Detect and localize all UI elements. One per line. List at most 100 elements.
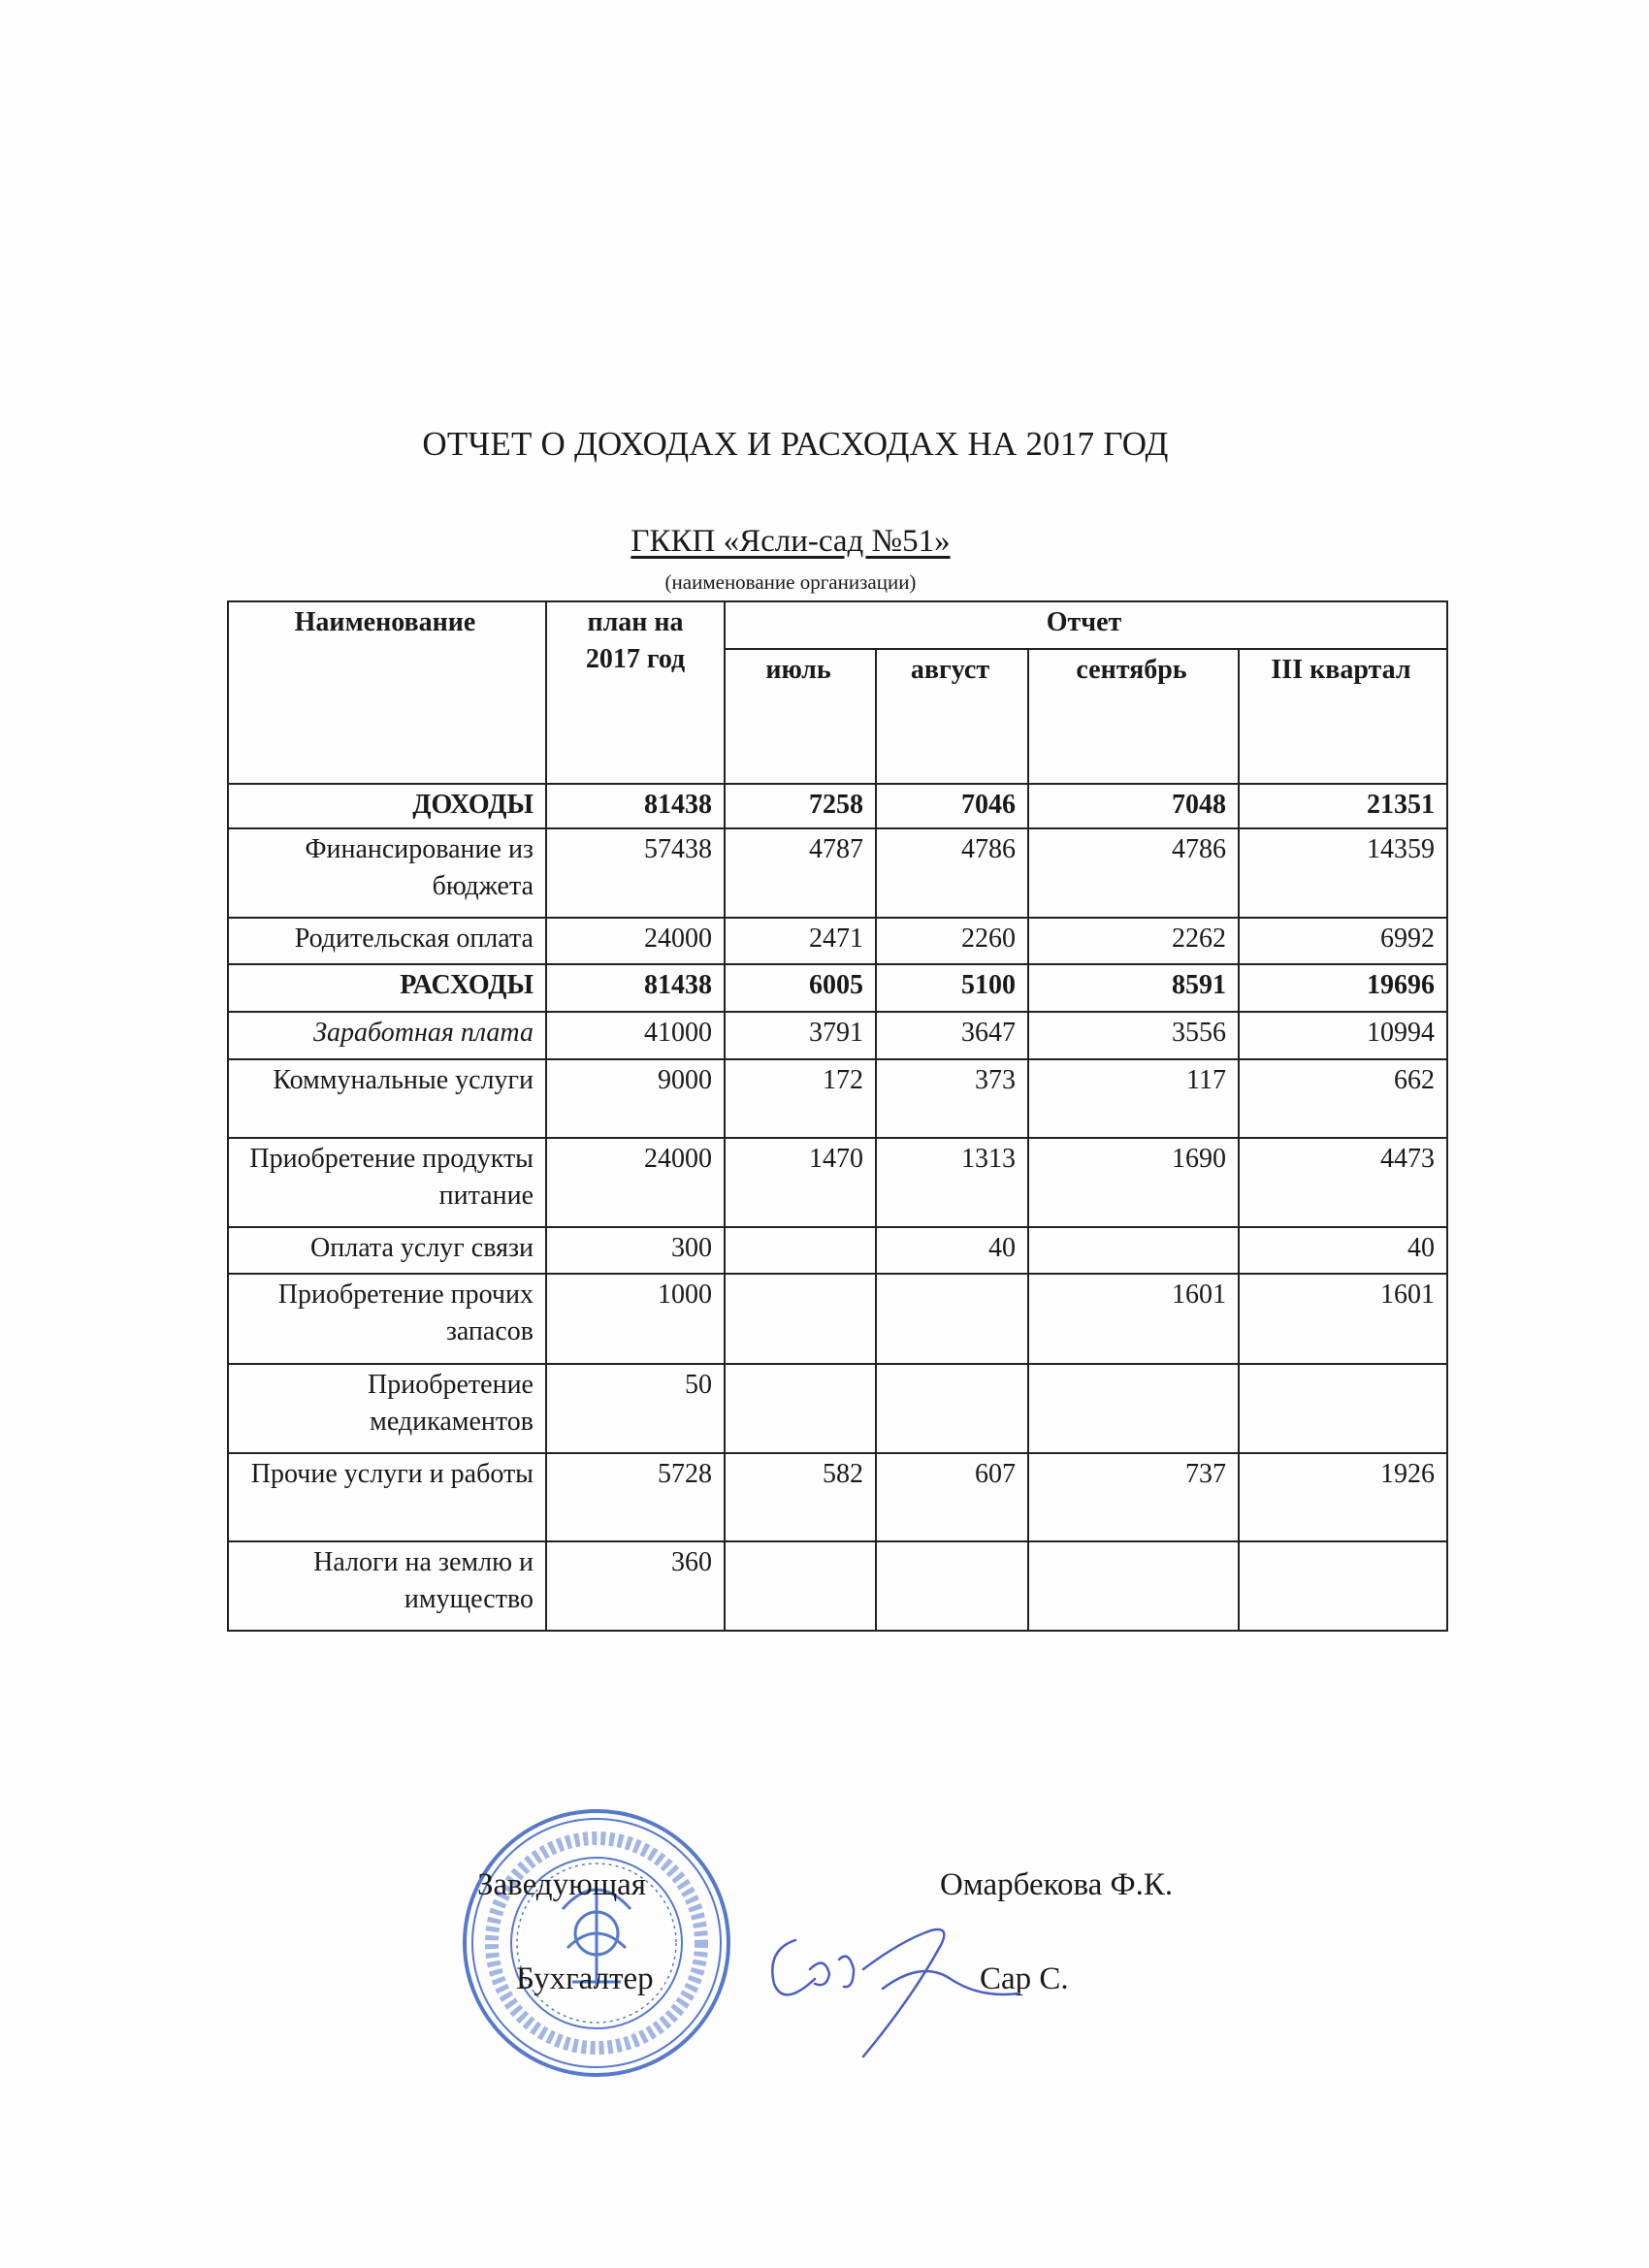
q3-value: 4473 bbox=[1237, 1137, 1449, 1228]
organization-caption: (наименование организации) bbox=[664, 570, 917, 594]
july-value: 3791 bbox=[724, 1011, 877, 1060]
plan-value: 50 bbox=[545, 1363, 726, 1454]
row-name: ДОХОДЫ bbox=[227, 783, 547, 829]
plan-value: 300 bbox=[545, 1226, 726, 1275]
table-row: ДОХОДЫ 81438 7258 7046 7048 21351 bbox=[227, 783, 1449, 829]
plan-value: 9000 bbox=[545, 1058, 726, 1139]
august-value: 1313 bbox=[875, 1137, 1029, 1228]
september-value: 1601 bbox=[1027, 1273, 1240, 1365]
q3-value: 662 bbox=[1237, 1058, 1449, 1139]
q3-value bbox=[1237, 1363, 1449, 1454]
september-value: 1690 bbox=[1027, 1137, 1240, 1228]
q3-value: 21351 bbox=[1237, 783, 1449, 829]
accountant-title: Бухгалтер bbox=[516, 1961, 654, 1996]
september-value bbox=[1027, 1363, 1240, 1454]
row-name: РАСХОДЫ bbox=[227, 963, 547, 1013]
header-plan: план на 2017 год bbox=[545, 600, 726, 785]
august-value: 40 bbox=[875, 1226, 1029, 1275]
july-value: 6005 bbox=[724, 963, 877, 1013]
july-value bbox=[724, 1540, 877, 1632]
august-value bbox=[875, 1540, 1029, 1632]
head-name: Омарбекова Ф.К. bbox=[940, 1867, 1174, 1902]
table-row: Заработная плата 41000 3791 3647 3556 10994 bbox=[227, 1011, 1449, 1060]
july-value: 172 bbox=[724, 1058, 877, 1139]
row-name: Приобретение медикаментов bbox=[227, 1363, 547, 1454]
july-value: 2471 bbox=[724, 917, 877, 965]
plan-value: 57438 bbox=[545, 827, 726, 919]
plan-value: 24000 bbox=[545, 1137, 726, 1228]
row-name: Прочие услуги и работы bbox=[227, 1452, 547, 1542]
september-value: 7048 bbox=[1027, 783, 1240, 829]
plan-value: 81438 bbox=[545, 963, 726, 1013]
july-value: 582 bbox=[724, 1452, 877, 1542]
september-value bbox=[1027, 1540, 1240, 1632]
q3-value: 19696 bbox=[1237, 963, 1449, 1013]
table-row: Приобретение медикаментов 50 bbox=[227, 1363, 1449, 1454]
table-row: Оплата услуг связи 300 40 40 bbox=[227, 1226, 1449, 1275]
september-value: 3556 bbox=[1027, 1011, 1240, 1060]
row-name: Заработная плата bbox=[227, 1011, 547, 1060]
header-report: Отчет bbox=[723, 600, 1449, 650]
header-name: Наименование bbox=[227, 600, 547, 785]
september-value: 2262 bbox=[1027, 917, 1240, 965]
header-q3: III квартал bbox=[1237, 648, 1449, 785]
row-name: Финансирование из бюджета bbox=[227, 827, 547, 919]
plan-value: 41000 bbox=[545, 1011, 726, 1060]
plan-value: 81438 bbox=[545, 783, 726, 829]
august-value: 373 bbox=[875, 1058, 1029, 1139]
september-value: 737 bbox=[1027, 1452, 1240, 1542]
q3-value: 1601 bbox=[1237, 1273, 1449, 1365]
q3-value: 1926 bbox=[1237, 1452, 1449, 1542]
plan-value: 24000 bbox=[545, 917, 726, 965]
organization-name: ГККП «Ясли-сад №51» bbox=[0, 524, 1581, 560]
header-july: июль bbox=[724, 648, 877, 785]
plan-value: 360 bbox=[545, 1540, 726, 1632]
august-value: 607 bbox=[875, 1452, 1029, 1542]
august-value: 4786 bbox=[875, 827, 1029, 919]
q3-value bbox=[1237, 1540, 1449, 1632]
plan-value: 1000 bbox=[545, 1273, 726, 1365]
plan-value: 5728 bbox=[545, 1452, 726, 1542]
august-value: 5100 bbox=[875, 963, 1029, 1013]
header-september: сентябрь bbox=[1027, 648, 1240, 785]
august-value bbox=[875, 1363, 1029, 1454]
august-value bbox=[875, 1273, 1029, 1365]
accountant-name: Сар С. bbox=[980, 1961, 1069, 1996]
august-value: 3647 bbox=[875, 1011, 1029, 1060]
q3-value: 10994 bbox=[1237, 1011, 1449, 1060]
september-value: 8591 bbox=[1027, 963, 1240, 1013]
q3-value: 40 bbox=[1237, 1226, 1449, 1275]
row-name: Приобретение продукты питание bbox=[227, 1137, 547, 1228]
september-value bbox=[1027, 1226, 1240, 1275]
head-title: Заведующая bbox=[477, 1867, 646, 1902]
july-value bbox=[724, 1273, 877, 1365]
july-value: 1470 bbox=[724, 1137, 877, 1228]
row-name: Оплата услуг связи bbox=[227, 1226, 547, 1275]
table-row: РАСХОДЫ 81438 6005 5100 8591 19696 bbox=[227, 963, 1449, 1013]
july-value bbox=[724, 1363, 877, 1454]
table-row: Приобретение продукты питание 24000 1470 13… bbox=[227, 1137, 1449, 1228]
handwritten-signature bbox=[771, 1928, 1020, 2058]
row-name: Коммунальные услуги bbox=[227, 1058, 547, 1139]
report-title: ОТЧЕТ О ДОХОДАХ И РАСХОДАХ НА 2017 ГОД bbox=[422, 425, 1169, 463]
organization-name-text: ГККП «Ясли-сад №51» bbox=[630, 524, 951, 559]
row-name: Налоги на землю и имущество bbox=[227, 1540, 547, 1632]
table-row: Родительская оплата 24000 2471 2260 2262 6992 bbox=[227, 917, 1449, 965]
table-row: Финансирование из бюджета 57438 4787 4786 47… bbox=[227, 827, 1449, 919]
table-row: Коммунальные услуги 9000 172 373 117 662 bbox=[227, 1058, 1449, 1139]
july-value: 4787 bbox=[724, 827, 877, 919]
table-row: Приобретение прочих запасов 1000 1601 1601 bbox=[227, 1273, 1449, 1365]
q3-value: 6992 bbox=[1237, 917, 1449, 965]
table-row: Прочие услуги и работы 5728 582 607 737 1926 bbox=[227, 1452, 1449, 1542]
september-value: 117 bbox=[1027, 1058, 1240, 1139]
august-value: 2260 bbox=[875, 917, 1029, 965]
row-name: Приобретение прочих запасов bbox=[227, 1273, 547, 1365]
row-name: Родительская оплата bbox=[227, 917, 547, 965]
table-row: Налоги на землю и имущество 360 bbox=[227, 1540, 1449, 1632]
q3-value: 14359 bbox=[1237, 827, 1449, 919]
july-value: 7258 bbox=[724, 783, 877, 829]
income-expense-table: Наименование план на 2017 год Отчет июль… bbox=[227, 600, 1449, 1632]
header-august: август bbox=[875, 648, 1029, 785]
july-value bbox=[724, 1226, 877, 1275]
september-value: 4786 bbox=[1027, 827, 1240, 919]
